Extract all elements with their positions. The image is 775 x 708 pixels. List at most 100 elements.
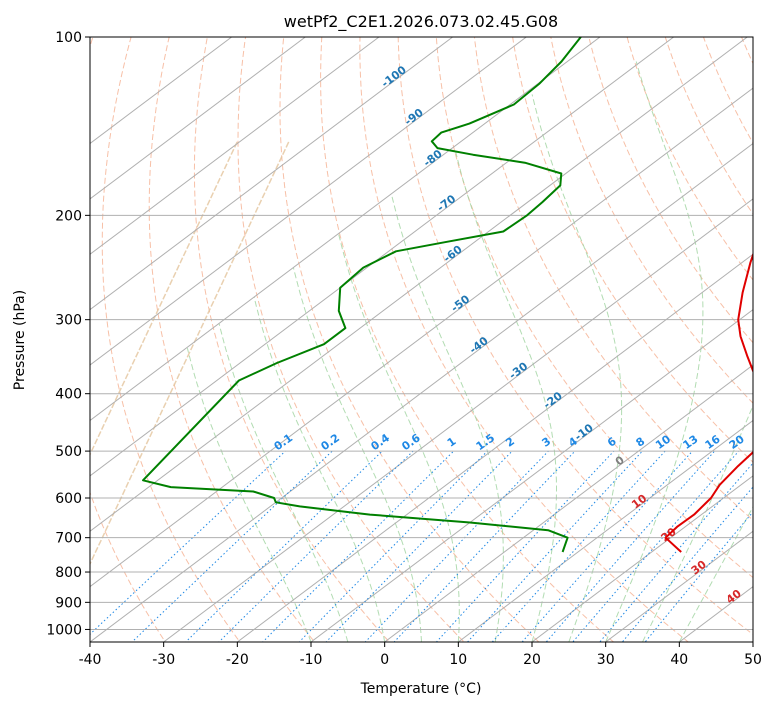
dry-adiabat	[512, 37, 753, 463]
isotherm-label: 10	[629, 492, 649, 512]
mixing-ratio-line	[491, 450, 666, 642]
dry-adiabat	[473, 37, 753, 521]
x-axis-label: Temperature (°C)	[360, 681, 482, 697]
dry-adiabat	[148, 37, 316, 642]
isotherm	[90, 37, 527, 366]
temperature-profile	[664, 251, 753, 553]
isotherm-label: -90	[402, 106, 426, 129]
dry-adiabat	[279, 37, 540, 642]
moist-adiabat	[454, 149, 557, 642]
isotherm-label: -80	[421, 147, 445, 170]
dry-adiabat	[702, 37, 753, 144]
isotherm	[384, 364, 753, 642]
x-tick-label: 50	[744, 652, 762, 668]
x-tick-label: 0	[380, 652, 389, 668]
mixing-ratio-label: 16	[703, 432, 723, 452]
isotherm	[605, 530, 753, 642]
isotherm	[163, 198, 753, 642]
mixing-ratio-line	[131, 450, 333, 642]
moist-adiabat	[218, 323, 349, 642]
mixing-ratio-line	[298, 450, 488, 642]
moist-adiabat	[531, 94, 623, 642]
isotherm	[90, 37, 601, 422]
x-tick-label: -10	[300, 652, 323, 668]
y-tick-label: 600	[55, 491, 82, 507]
isotherm	[90, 37, 380, 255]
mixing-ratio-line	[262, 450, 455, 642]
y-tick-label: 800	[55, 565, 82, 581]
isotherm	[90, 37, 748, 532]
x-axis-ticks: -40 -30 -20 -10 0 10 20 30 40 50	[79, 642, 762, 668]
isotherm-label: 30	[689, 558, 709, 578]
isotherm-label: 40	[724, 587, 744, 607]
isotherm-label: -60	[441, 243, 465, 266]
moist-adiabat	[391, 195, 504, 642]
moist-adiabat	[605, 61, 704, 642]
moist-adiabat	[338, 233, 460, 642]
mixing-ratio-line	[599, 462, 753, 642]
y-tick-label: 700	[55, 531, 82, 547]
isotherm	[237, 253, 753, 642]
y-tick-label: 900	[55, 595, 82, 611]
dry-adiabat	[550, 37, 753, 404]
isotherm-label: -100	[379, 63, 409, 90]
dry-adiabat	[664, 37, 753, 215]
x-tick-label: -30	[152, 652, 175, 668]
isotherm-label: -30	[507, 359, 531, 382]
dry-adiabat	[435, 37, 753, 579]
dry-adiabat	[237, 37, 465, 642]
isotherm	[90, 87, 753, 588]
mixing-ratio-label: 3	[540, 435, 554, 450]
mixing-ratio-line	[572, 450, 740, 642]
moist-adiabat	[292, 267, 422, 642]
ridge-line	[90, 140, 290, 566]
mixing-ratio-line	[218, 450, 414, 642]
mixing-ratio-line	[545, 450, 715, 642]
x-tick-label: 40	[670, 652, 688, 668]
ridge-line	[90, 140, 239, 457]
moist-adiabat	[642, 404, 753, 642]
reference-lines	[90, 37, 753, 642]
isotherm	[90, 37, 306, 200]
mixing-ratio-label: 8	[634, 435, 648, 450]
moist-adiabat	[253, 297, 386, 642]
isotherm-label: -40	[467, 334, 491, 357]
mixing-ratio-label: 1	[445, 435, 459, 450]
x-tick-label: 10	[449, 652, 467, 668]
x-tick-label: 20	[523, 652, 541, 668]
mixing-ratio-line	[466, 450, 643, 642]
y-tick-label: 500	[55, 444, 82, 460]
dry-adiabat	[193, 37, 391, 642]
dry-adiabat	[626, 37, 753, 281]
isotherm-label: -70	[435, 192, 459, 215]
isotherm-label: -20	[541, 389, 565, 412]
mixing-ratio-line	[325, 450, 513, 642]
mixing-ratio-label: 20	[727, 432, 747, 452]
isotherm	[310, 309, 753, 642]
mixing-ratio-label: 2	[503, 435, 517, 450]
y-axis-label: Pressure (hPa)	[12, 290, 28, 390]
plot-frame	[89, 36, 754, 643]
mixing-ratio-label: 0.4	[369, 431, 393, 453]
isotherm	[90, 142, 753, 642]
dry-adiabat	[397, 37, 753, 636]
mixing-ratio-line	[435, 450, 615, 642]
y-tick-label: 400	[55, 387, 82, 403]
profile-series	[142, 37, 753, 553]
mixing-ratio-label: 10	[653, 432, 673, 452]
y-tick-label: 200	[55, 208, 82, 224]
moist-adiabat	[186, 347, 312, 642]
mixing-ratio-line	[621, 486, 753, 642]
dry-adiabat	[588, 37, 753, 344]
isotherm	[90, 37, 674, 477]
y-tick-label: 300	[55, 313, 82, 329]
dry-adiabat	[320, 37, 615, 642]
isotherm	[458, 419, 753, 642]
y-axis-ticks: 1000 900 800 700 600 500 400 300 200 100	[46, 30, 90, 638]
mixing-ratio-line	[90, 450, 286, 635]
isotherm	[90, 37, 453, 311]
isotherm	[531, 475, 753, 642]
dry-adiabat	[90, 37, 166, 642]
